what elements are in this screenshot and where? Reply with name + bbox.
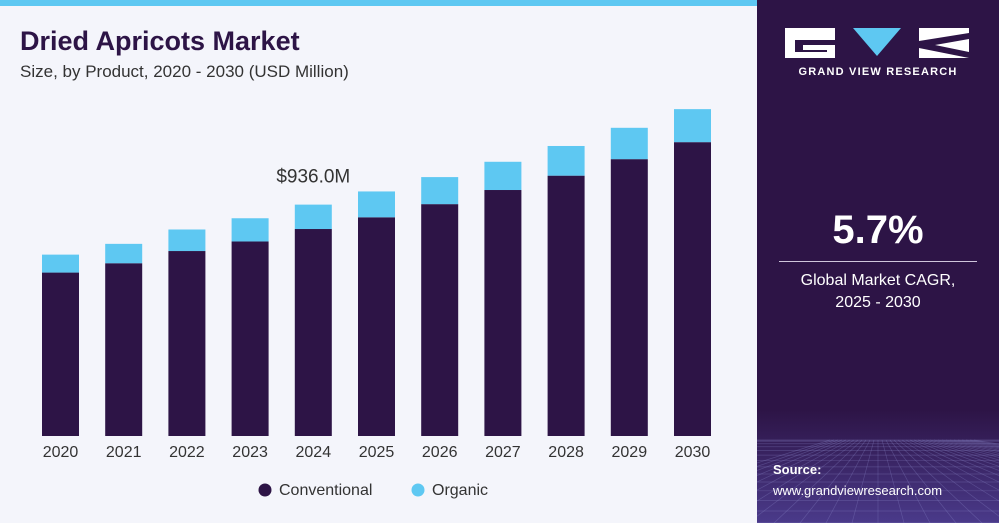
divider bbox=[779, 261, 977, 262]
legend-swatch-conventional bbox=[258, 483, 272, 497]
x-tick-label-2020: 2020 bbox=[43, 444, 79, 461]
accent-bar bbox=[0, 0, 757, 6]
bar-organic-2022 bbox=[168, 229, 206, 252]
x-tick-label-2021: 2021 bbox=[106, 444, 142, 461]
bar-organic-2025 bbox=[358, 191, 395, 218]
bar-conventional-2027 bbox=[484, 190, 522, 436]
bar-organic-2023 bbox=[231, 218, 269, 242]
x-tick-label-2022: 2022 bbox=[169, 444, 205, 461]
bar-organic-2028 bbox=[547, 145, 585, 176]
legend-label-organic: Organic bbox=[432, 482, 488, 499]
chart-title: Dried Apricots Market bbox=[20, 26, 300, 56]
data-label-2024: $936.0M bbox=[276, 167, 350, 188]
x-tick-label-2028: 2028 bbox=[548, 444, 584, 461]
source-label: Source: bbox=[773, 462, 822, 477]
x-tick-label-2024: 2024 bbox=[296, 444, 332, 461]
cagr-label-line2: 2025 - 2030 bbox=[835, 294, 921, 311]
x-tick-label-2025: 2025 bbox=[359, 444, 395, 461]
x-tick-label-2023: 2023 bbox=[232, 444, 268, 461]
x-tick-label-2029: 2029 bbox=[612, 444, 648, 461]
bar-conventional-2023 bbox=[231, 241, 269, 436]
legend-swatch-organic bbox=[411, 483, 425, 497]
x-tick-label-2030: 2030 bbox=[675, 444, 711, 461]
bar-conventional-2024 bbox=[294, 229, 332, 436]
legend-label-conventional: Conventional bbox=[279, 482, 372, 499]
cagr-label: Global Market CAGR, 2025 - 2030 bbox=[757, 270, 999, 314]
bar-conventional-2028 bbox=[547, 175, 585, 436]
bar-chart: 2020 2021 2022 2023 $936.0M 2024 2025 2026 2027 2… bbox=[42, 109, 711, 499]
bar-organic-2024 bbox=[294, 204, 332, 230]
cagr-value: 5.7% bbox=[832, 208, 924, 252]
bar-organic-2021 bbox=[105, 243, 143, 264]
cagr-label-line1: Global Market CAGR, bbox=[800, 272, 956, 289]
bar-conventional-2021 bbox=[105, 263, 143, 436]
bar-organic-2020 bbox=[42, 254, 79, 273]
bar-organic-2026 bbox=[421, 177, 459, 205]
decorative-grid bbox=[757, 410, 999, 523]
bar-conventional-2026 bbox=[421, 204, 459, 436]
x-tick-label-2026: 2026 bbox=[422, 444, 458, 461]
chart-panel: Dried Apricots Market Size, by Product, … bbox=[0, 0, 757, 523]
source-url[interactable]: www.grandviewresearch.com bbox=[773, 483, 943, 498]
stats-panel: GRAND VIEW RESEARCH 5.7% Global Market C… bbox=[757, 0, 999, 523]
gvr-logo-icon bbox=[785, 28, 969, 58]
bar-organic-2027 bbox=[484, 161, 522, 191]
bar-conventional-2022 bbox=[168, 251, 206, 436]
bar-conventional-2030 bbox=[674, 142, 711, 436]
bar-conventional-2025 bbox=[358, 217, 395, 436]
bar-organic-2030 bbox=[674, 109, 711, 143]
brand-name: GRAND VIEW RESEARCH bbox=[798, 66, 958, 78]
bar-conventional-2020 bbox=[42, 272, 79, 436]
x-tick-label-2027: 2027 bbox=[485, 444, 521, 461]
chart-subtitle: Size, by Product, 2020 - 2030 (USD Milli… bbox=[20, 62, 349, 81]
bar-conventional-2029 bbox=[610, 159, 648, 436]
bar-organic-2029 bbox=[610, 127, 648, 160]
